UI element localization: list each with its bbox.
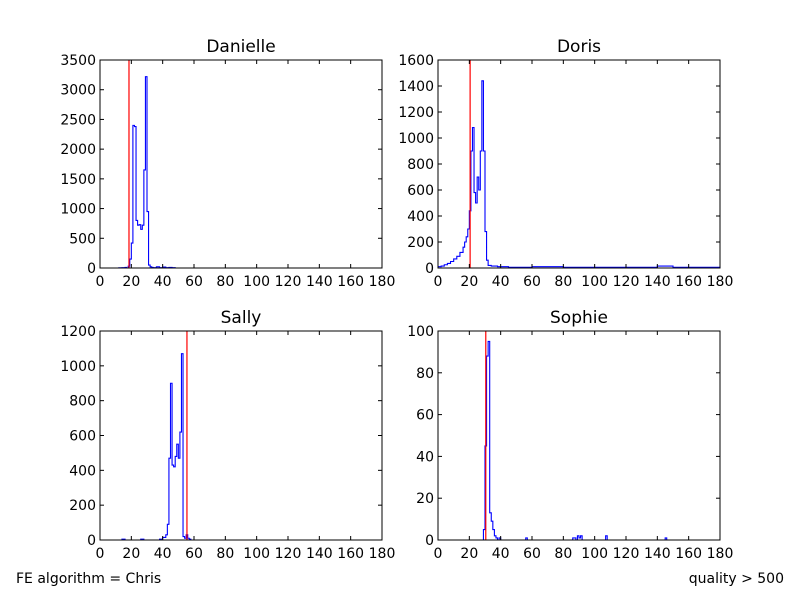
x-tick-label: 0 bbox=[96, 274, 105, 290]
x-tick-label: 40 bbox=[492, 546, 510, 562]
y-tick-label: 1000 bbox=[60, 359, 96, 375]
y-tick-label: 2000 bbox=[60, 142, 96, 158]
x-tick-label: 180 bbox=[369, 546, 396, 562]
histogram-line bbox=[100, 76, 382, 269]
x-tick-label: 100 bbox=[243, 546, 270, 562]
histogram-line bbox=[438, 80, 721, 268]
y-tick-label: 0 bbox=[87, 261, 96, 277]
x-tick-label: 40 bbox=[154, 546, 172, 562]
y-tick-label: 1000 bbox=[398, 131, 434, 147]
x-tick-label: 120 bbox=[275, 274, 302, 290]
y-tick-label: 3500 bbox=[60, 53, 96, 69]
y-tick-label: 0 bbox=[425, 533, 434, 549]
x-tick-label: 180 bbox=[707, 274, 734, 290]
y-tick-label: 2500 bbox=[60, 112, 96, 128]
y-tick-label: 20 bbox=[416, 491, 434, 507]
x-tick-label: 140 bbox=[644, 546, 671, 562]
x-tick-label: 140 bbox=[306, 274, 333, 290]
y-tick-label: 0 bbox=[87, 533, 96, 549]
x-tick-label: 60 bbox=[523, 546, 541, 562]
axes-frame bbox=[99, 330, 383, 541]
x-tick-label: 20 bbox=[122, 546, 140, 562]
x-tick-label: 100 bbox=[243, 274, 270, 290]
x-tick-label: 0 bbox=[96, 546, 105, 562]
x-tick-label: 160 bbox=[675, 546, 702, 562]
x-tick-label: 0 bbox=[434, 546, 443, 562]
axes-frame bbox=[437, 330, 721, 541]
histogram-line bbox=[100, 353, 382, 541]
y-tick-label: 600 bbox=[69, 429, 96, 445]
axes-frame bbox=[99, 59, 383, 269]
x-tick-label: 20 bbox=[460, 274, 478, 290]
x-tick-label: 140 bbox=[306, 546, 333, 562]
x-tick-label: 80 bbox=[216, 546, 234, 562]
x-tick-label: 120 bbox=[613, 546, 640, 562]
panel-title: Sally bbox=[221, 308, 262, 328]
x-tick-label: 20 bbox=[122, 274, 140, 290]
panel-title: Sophie bbox=[550, 308, 608, 328]
footer-algorithm-label: FE algorithm = Chris bbox=[16, 571, 162, 587]
x-tick-label: 60 bbox=[523, 274, 541, 290]
y-tick-label: 1000 bbox=[60, 202, 96, 218]
x-tick-label: 100 bbox=[581, 274, 608, 290]
panel-doris: Doris 0 20 40 60 80 100 120 140 160 180 0 200 400 600 8… bbox=[398, 37, 733, 290]
x-tick-label: 80 bbox=[554, 546, 572, 562]
x-tick-label: 60 bbox=[185, 546, 203, 562]
y-tick-label: 200 bbox=[407, 235, 434, 251]
y-tick-label: 0 bbox=[425, 261, 434, 277]
y-tick-label: 3000 bbox=[60, 83, 96, 99]
panel-sally: Sally 0 20 40 60 80 100 120 140 160 180 0 200 400 600 8… bbox=[60, 308, 395, 562]
panel-sophie: Sophie 0 20 40 60 80 100 120 140 160 180 0 20 40 60 80 1… bbox=[407, 308, 733, 562]
x-tick-label: 160 bbox=[337, 274, 364, 290]
y-tick-label: 800 bbox=[407, 157, 434, 173]
x-tick-label: 120 bbox=[275, 546, 302, 562]
x-tick-label: 140 bbox=[644, 274, 671, 290]
panel-danielle: Danielle 0 20 40 60 80 100 120 140 160 180 0 500 1000… bbox=[60, 37, 395, 290]
y-tick-label: 600 bbox=[407, 183, 434, 199]
y-tick-label: 1500 bbox=[60, 172, 96, 188]
x-tick-label: 80 bbox=[554, 274, 572, 290]
x-tick-label: 0 bbox=[434, 274, 443, 290]
x-tick-label: 40 bbox=[492, 274, 510, 290]
y-tick-label: 1200 bbox=[60, 324, 96, 340]
y-tick-label: 100 bbox=[407, 324, 434, 340]
y-tick-label: 1600 bbox=[398, 53, 434, 69]
y-tick-label: 1200 bbox=[398, 105, 434, 121]
x-tick-label: 160 bbox=[675, 274, 702, 290]
y-tick-label: 60 bbox=[416, 408, 434, 424]
y-tick-label: 200 bbox=[69, 498, 96, 514]
y-tick-label: 400 bbox=[69, 463, 96, 479]
y-tick-label: 500 bbox=[69, 231, 96, 247]
histogram-line bbox=[438, 340, 720, 541]
y-tick-label: 40 bbox=[416, 449, 434, 465]
x-tick-label: 100 bbox=[581, 546, 608, 562]
y-tick-label: 1400 bbox=[398, 79, 434, 95]
x-tick-label: 20 bbox=[460, 546, 478, 562]
x-tick-label: 80 bbox=[216, 274, 234, 290]
x-tick-label: 120 bbox=[613, 274, 640, 290]
x-tick-label: 180 bbox=[707, 546, 734, 562]
panel-title: Doris bbox=[557, 37, 601, 57]
x-tick-label: 180 bbox=[369, 274, 396, 290]
y-tick-label: 800 bbox=[69, 394, 96, 410]
panel-title: Danielle bbox=[206, 37, 275, 57]
x-tick-label: 60 bbox=[185, 274, 203, 290]
footer-quality-label: quality > 500 bbox=[688, 571, 784, 587]
x-tick-label: 160 bbox=[337, 546, 364, 562]
x-tick-label: 40 bbox=[154, 274, 172, 290]
y-tick-label: 80 bbox=[416, 366, 434, 382]
y-tick-label: 400 bbox=[407, 209, 434, 225]
